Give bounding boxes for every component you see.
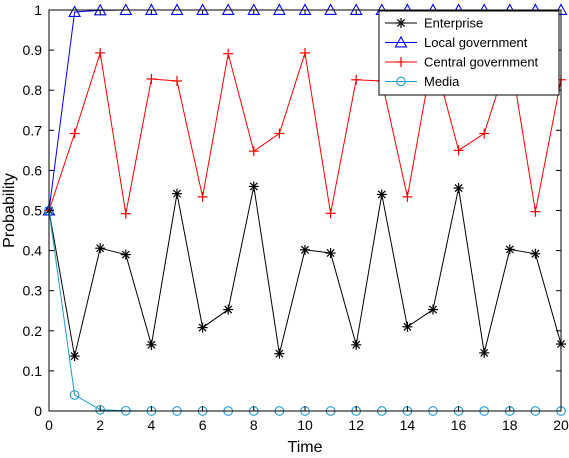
x-tick-label: 20 xyxy=(553,417,569,433)
data-point-central-government xyxy=(479,128,490,139)
data-point-central-government xyxy=(325,208,336,219)
data-point-enterprise xyxy=(69,351,80,362)
x-tick-label: 0 xyxy=(45,417,53,433)
data-point-enterprise xyxy=(325,248,336,259)
data-point-central-government xyxy=(223,48,234,59)
data-point-local-government xyxy=(324,3,338,15)
data-point-media xyxy=(95,404,106,415)
data-point-central-government xyxy=(95,47,106,58)
legend-marker xyxy=(396,76,406,87)
legend-marker xyxy=(396,57,406,67)
data-point-enterprise xyxy=(351,339,362,350)
data-point-central-government xyxy=(248,146,259,157)
data-point-enterprise xyxy=(120,249,131,260)
data-point-enterprise xyxy=(402,321,413,332)
x-tick-label: 14 xyxy=(400,417,416,433)
x-tick-label: 16 xyxy=(451,417,467,433)
data-point-enterprise xyxy=(479,347,490,358)
x-tick-label: 6 xyxy=(199,417,207,433)
data-point-enterprise xyxy=(453,183,464,194)
data-point-central-government xyxy=(274,128,285,139)
y-tick-label: 0.9 xyxy=(23,42,43,58)
legend-item-enterprise: Enterprise xyxy=(385,16,483,31)
legend-label: Central government xyxy=(424,55,539,70)
y-axis-ticks: 0 0.1 0.2 0.3 0.4 0.5 0.6 0.7 0.8 0.9 1 xyxy=(23,2,561,419)
data-point-enterprise xyxy=(223,304,234,315)
data-point-central-government xyxy=(69,128,80,139)
y-tick-label: 0.8 xyxy=(23,82,43,98)
data-point-enterprise xyxy=(530,248,541,259)
data-point-central-government xyxy=(402,191,413,202)
y-tick-label: 0.7 xyxy=(23,122,43,138)
y-tick-label: 0.5 xyxy=(23,203,43,219)
legend: Enterprise Local government Central govern… xyxy=(378,10,560,96)
data-point-local-government xyxy=(221,3,235,15)
data-point-central-government xyxy=(120,208,131,219)
data-point-enterprise xyxy=(146,339,157,350)
data-point-media xyxy=(69,390,80,400)
y-tick-label: 0.3 xyxy=(23,283,43,299)
data-point-enterprise xyxy=(95,243,106,254)
legend-label: Enterprise xyxy=(424,16,483,31)
data-point-enterprise xyxy=(274,348,285,359)
x-tick-label: 2 xyxy=(96,417,104,433)
data-point-enterprise xyxy=(504,244,515,255)
data-point-central-government xyxy=(300,47,310,58)
data-point-local-government xyxy=(68,5,82,17)
legend-item-media: Media xyxy=(385,74,460,89)
x-tick-label: 12 xyxy=(348,417,364,433)
legend-label: Local government xyxy=(424,35,528,50)
y-tick-label: 0 xyxy=(34,403,42,419)
data-point-central-government xyxy=(197,191,208,202)
y-tick-label: 0.1 xyxy=(23,363,43,379)
legend-item-central-government: Central government xyxy=(385,55,539,70)
x-axis-ticks: 0 2 4 6 8 10 12 14 16 18 20 xyxy=(45,10,569,433)
x-tick-label: 8 xyxy=(250,417,258,433)
data-point-enterprise xyxy=(172,188,182,199)
data-point-local-government xyxy=(119,3,133,15)
data-point-central-government xyxy=(453,145,464,156)
x-tick-label: 10 xyxy=(297,417,313,433)
x-tick-label: 18 xyxy=(502,417,518,433)
legend-marker xyxy=(394,35,408,48)
y-tick-label: 0.4 xyxy=(23,243,43,259)
data-point-central-government xyxy=(146,73,157,84)
data-point-enterprise xyxy=(300,244,310,255)
legend-marker xyxy=(396,18,406,28)
data-point-local-government xyxy=(170,3,184,15)
x-tick-label: 4 xyxy=(148,417,156,433)
data-point-enterprise xyxy=(248,181,259,192)
data-point-local-government xyxy=(272,3,286,15)
data-point-central-government xyxy=(172,75,182,86)
legend-label: Media xyxy=(424,74,460,89)
data-point-enterprise xyxy=(376,189,387,200)
y-tick-label: 0.2 xyxy=(23,323,43,339)
legend-item-local-government: Local government xyxy=(385,35,528,50)
data-point-enterprise xyxy=(197,322,208,333)
y-axis-title: Probability xyxy=(1,173,18,248)
x-axis-title: Time xyxy=(288,439,323,456)
y-tick-label: 1 xyxy=(34,2,42,18)
data-point-enterprise xyxy=(428,304,438,315)
data-point-central-government xyxy=(530,206,541,217)
y-tick-label: 0.6 xyxy=(23,162,43,178)
data-point-central-government xyxy=(351,74,362,85)
